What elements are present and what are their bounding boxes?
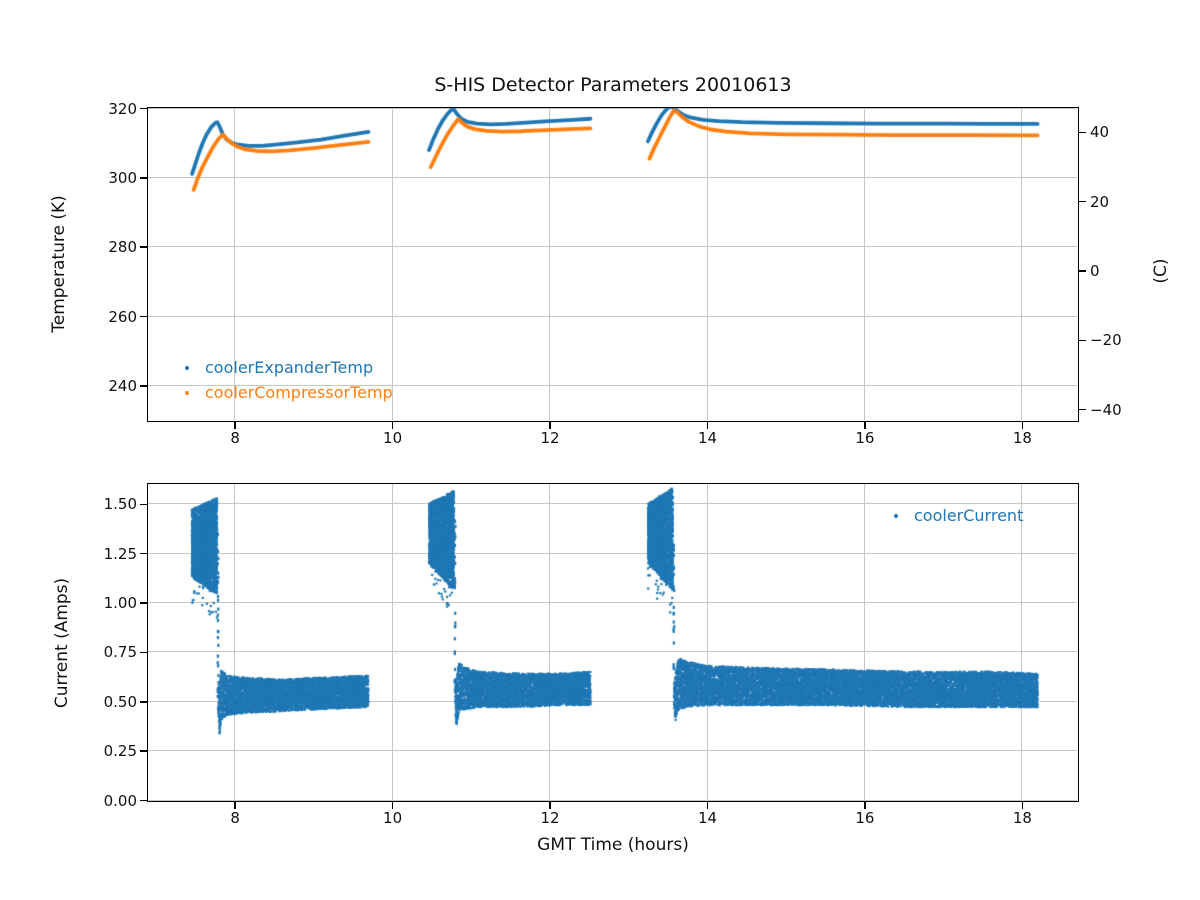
x-tick-mark: [234, 802, 236, 809]
legend-marker-dot: [894, 513, 898, 518]
legend-label: coolerExpanderTemp: [205, 358, 374, 377]
x-tick-label: 14: [697, 809, 718, 827]
right-y-tick-mark: [1079, 408, 1086, 411]
bottom-legend: coolerCurrent: [886, 503, 1023, 528]
y-tick-mark: [140, 177, 147, 179]
legend-item-coolerCurrent: coolerCurrent: [886, 503, 1023, 528]
chart-title: S-HIS Detector Parameters 20010613: [434, 74, 792, 96]
right-y-tick-label: 20: [1090, 192, 1110, 211]
bottom-plot-area: [147, 483, 1079, 802]
right-y-tick-mark: [1079, 200, 1086, 203]
y-tick-label: 260: [108, 307, 137, 326]
x-tick-label: 16: [855, 429, 875, 447]
bottom-y-axis-label: Current (Amps): [52, 577, 72, 709]
y-tick-label: 0.25: [103, 742, 137, 761]
x-tick-label: 10: [383, 429, 403, 447]
right-y-tick-mark: [1079, 131, 1086, 133]
x-tick-mark: [706, 802, 709, 809]
y-tick-mark: [140, 750, 147, 752]
top-legend: coolerExpanderTemp coolerCompressorTemp: [177, 355, 393, 405]
top-y-axis-label: Temperature (K): [49, 195, 69, 333]
x-axis-label: GMT Time (hours): [537, 835, 689, 855]
y-tick-mark: [140, 503, 147, 505]
x-tick-mark: [549, 422, 551, 429]
y-tick-label: 280: [108, 238, 137, 257]
x-tick-mark: [391, 802, 394, 809]
legend-label: coolerCompressorTemp: [205, 383, 393, 402]
y-tick-label: 320: [108, 99, 137, 118]
y-tick-mark: [140, 246, 147, 248]
x-tick-mark: [864, 802, 866, 809]
y-tick-label: 0.00: [103, 791, 137, 810]
temperature-scatter-canvas: [148, 108, 1077, 420]
y-tick-mark: [140, 107, 147, 110]
right-y-tick-label: −40: [1090, 400, 1122, 419]
x-tick-label: 12: [540, 429, 560, 447]
y-tick-label: 300: [108, 168, 137, 187]
y-tick-label: 0.75: [103, 643, 137, 662]
y-tick-mark: [140, 602, 147, 604]
legend-label: coolerCurrent: [914, 506, 1024, 525]
y-tick-label: 1.25: [103, 544, 137, 563]
right-y-tick-mark: [1079, 270, 1086, 272]
current-scatter-canvas: [148, 484, 1077, 800]
legend-item-coolerExpanderTemp: coolerExpanderTemp: [177, 355, 393, 380]
y-tick-mark: [140, 385, 147, 387]
x-tick-mark: [391, 422, 394, 429]
x-tick-mark: [549, 802, 551, 809]
y-tick-mark: [140, 552, 147, 555]
x-tick-label: 10: [383, 809, 403, 827]
x-tick-mark: [234, 422, 236, 429]
x-tick-label: 8: [230, 809, 240, 827]
x-tick-mark: [1021, 422, 1024, 429]
legend-marker-dot: [185, 390, 189, 395]
right-y-tick-label: 0: [1090, 261, 1100, 280]
right-y-tick-label: −20: [1090, 331, 1122, 350]
legend-item-coolerCompressorTemp: coolerCompressorTemp: [177, 380, 393, 405]
y-tick-mark: [140, 651, 147, 654]
x-tick-mark: [1021, 802, 1024, 809]
y-tick-label: 240: [108, 376, 137, 395]
right-y-tick-label: 40: [1090, 123, 1110, 142]
y-tick-mark: [140, 701, 147, 703]
top-plot-area: [147, 107, 1079, 422]
top-right-y-axis-label: (C): [1151, 258, 1171, 284]
x-tick-label: 14: [697, 429, 718, 447]
y-tick-mark: [140, 315, 147, 318]
y-tick-mark: [140, 799, 147, 802]
x-tick-mark: [706, 422, 709, 429]
x-tick-mark: [864, 422, 866, 429]
x-tick-label: 18: [1012, 429, 1032, 447]
x-tick-label: 12: [540, 809, 560, 827]
y-tick-label: 1.50: [103, 495, 137, 514]
x-tick-label: 8: [230, 429, 240, 447]
gridline-horizontal: [148, 799, 1077, 801]
x-tick-label: 16: [855, 809, 875, 827]
x-tick-label: 18: [1012, 809, 1032, 827]
legend-marker-dot: [185, 365, 189, 370]
right-y-tick-mark: [1079, 339, 1086, 341]
y-tick-label: 0.50: [103, 692, 137, 711]
y-tick-label: 1.00: [103, 594, 137, 612]
